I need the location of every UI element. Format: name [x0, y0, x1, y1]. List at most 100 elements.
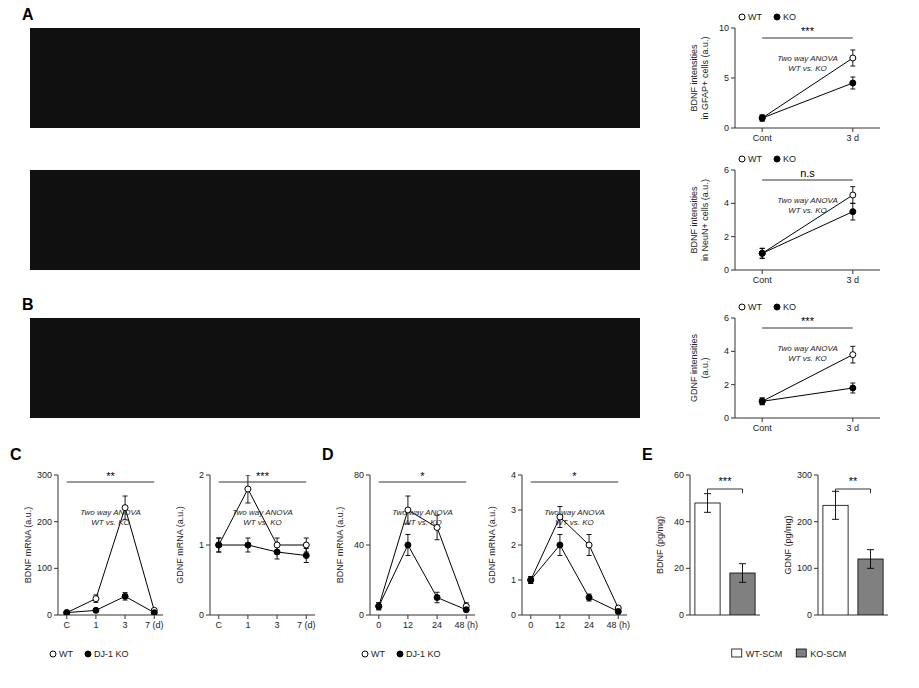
y-axis-label: BDNF (pg/mg) — [655, 516, 665, 574]
data-point — [64, 610, 70, 615]
text-line: Two way ANOVA — [544, 508, 604, 517]
error-cap — [704, 493, 711, 494]
data-point — [434, 595, 440, 601]
data-point — [850, 80, 856, 86]
error-cap — [557, 527, 562, 528]
x-axis-line — [735, 270, 880, 271]
y-tick — [206, 615, 210, 616]
x-tick-label: Cont — [753, 275, 773, 285]
x-tick-label: 12 — [555, 620, 565, 630]
y-tick — [686, 475, 690, 476]
y-tick-label: 100 — [37, 563, 52, 573]
y-tick-label: 100 — [797, 563, 812, 573]
y-tick-label: 40 — [674, 517, 684, 527]
bar — [823, 505, 848, 615]
text-line: in NeuN+ cells (a.u.) — [700, 179, 710, 261]
significance-label: *** — [801, 315, 815, 327]
y-tick — [54, 521, 58, 522]
legend-marker — [739, 14, 745, 20]
y-tick — [814, 475, 818, 476]
data-point — [93, 596, 99, 602]
error-cap — [760, 248, 765, 249]
bar-panel: 0100200300GDNF (pg/mg) — [783, 470, 888, 620]
y-tick-label: 0 — [807, 610, 812, 620]
error-bar — [123, 593, 128, 600]
y-tick — [731, 236, 735, 237]
error-bar — [704, 494, 711, 513]
y-tick — [366, 475, 370, 476]
significance-bracket — [762, 328, 853, 329]
error-stem — [870, 550, 871, 569]
panel-label: B — [22, 296, 34, 313]
data-point — [759, 250, 765, 256]
x-axis-line — [370, 615, 475, 616]
legend: WTKO — [739, 154, 796, 164]
error-cap — [850, 50, 855, 51]
data-point — [759, 398, 765, 404]
error-cap — [850, 363, 855, 364]
data-point — [759, 115, 765, 121]
plot-area — [695, 494, 755, 615]
error-bar — [850, 203, 855, 220]
error-bar — [557, 535, 562, 556]
legend-swatch — [732, 649, 742, 657]
y-tick-label: 200 — [37, 517, 52, 527]
data-point — [122, 593, 128, 599]
error-cap — [739, 582, 746, 583]
legend-marker — [739, 156, 745, 162]
y-tick — [206, 475, 210, 476]
y-tick — [366, 545, 370, 546]
data-point — [216, 542, 222, 548]
error-bar — [760, 115, 765, 121]
bracket-bar — [836, 489, 871, 490]
legend-marker — [774, 156, 780, 162]
error-cap — [704, 512, 711, 513]
image-placeholder — [30, 170, 640, 270]
y-axis-label: BDNF mRNA (a.u.) — [23, 507, 33, 584]
y-axis-line — [58, 475, 59, 615]
line-panel: 0100200300C137 (d)BDNF mRNA (a.u.) — [23, 470, 164, 630]
bar-panel: 0204060BDNF (pg/mg) — [655, 470, 760, 620]
error-bar — [760, 398, 765, 405]
legend-marker — [774, 14, 780, 20]
line-panel: 0246Cont3 dGDNF intensities(a.u.) — [689, 313, 880, 433]
y-tick-label: 40 — [354, 540, 364, 550]
x-tick-label: 3 d — [847, 133, 860, 143]
error-cap — [739, 563, 746, 564]
text-line: Two way ANOVA — [232, 508, 292, 517]
error-bar — [760, 248, 765, 258]
error-cap — [850, 203, 855, 204]
error-cap — [405, 555, 410, 556]
text-line: WT vs. KO — [243, 518, 282, 527]
data-point — [405, 542, 411, 548]
text-line: (a.u.) — [700, 357, 710, 378]
significance-label: ** — [849, 475, 858, 487]
text-line: Two way ANOVA — [777, 196, 837, 205]
anova-note: Two way ANOVAWT vs. KO — [777, 54, 837, 73]
data-point — [376, 603, 382, 609]
error-bar — [376, 603, 381, 610]
x-tick-label: 0 — [528, 620, 533, 630]
error-bar — [850, 187, 855, 204]
error-cap — [435, 592, 440, 593]
error-bar — [405, 535, 410, 556]
data-point — [245, 486, 251, 492]
y-tick — [731, 418, 735, 419]
error-cap — [304, 562, 309, 563]
text-line: WT vs. KO — [91, 518, 130, 527]
legend-label: DJ-1 KO — [94, 649, 129, 659]
text-line: WT vs. KO — [555, 518, 594, 527]
x-tick-label: C — [64, 620, 71, 630]
y-tick-label: 300 — [37, 470, 52, 480]
series-line — [762, 212, 853, 254]
x-tick — [154, 615, 155, 619]
text-line: in GFAP+ cells (a.u.) — [700, 37, 710, 120]
error-cap — [850, 220, 855, 221]
data-point — [850, 55, 856, 61]
series-line — [379, 545, 467, 610]
y-axis-label: GDNF mRNA (a.u.) — [175, 506, 185, 584]
series-line — [531, 517, 619, 608]
error-cap — [850, 77, 855, 78]
error-cap — [216, 538, 221, 539]
legend-label: DJ-1 KO — [406, 649, 441, 659]
